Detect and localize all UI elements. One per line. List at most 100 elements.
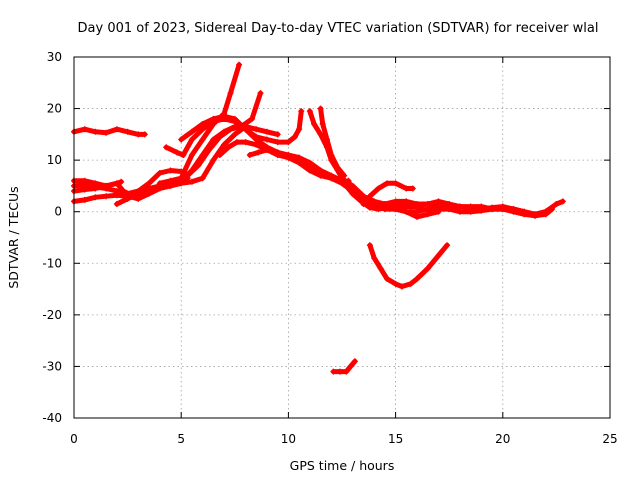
data-point (371, 198, 378, 205)
x-tick-label: 10 (281, 432, 296, 446)
data-point (146, 190, 153, 197)
data-point (188, 128, 195, 135)
y-tick-label: 30 (47, 50, 62, 64)
data-point (384, 275, 391, 282)
data-point (163, 144, 170, 151)
y-tick-label: -20 (42, 308, 62, 322)
data-point (210, 157, 217, 164)
data-point (118, 178, 125, 185)
data-point (384, 180, 391, 187)
data-point (334, 164, 341, 171)
data-point (103, 193, 110, 200)
data-point (549, 206, 556, 213)
data-point (371, 255, 378, 262)
data-point (178, 136, 185, 143)
data-point (403, 208, 410, 215)
data-point (444, 242, 451, 249)
data-point (113, 192, 120, 199)
data-point (253, 141, 260, 148)
data-point (188, 136, 195, 143)
data-point (231, 115, 238, 122)
data-point (296, 159, 303, 166)
data-point (221, 141, 228, 148)
y-tick-label: 10 (47, 153, 62, 167)
data-point (424, 200, 431, 207)
data-point (246, 151, 253, 158)
chart-title: Day 001 of 2023, Sidereal Day-to-day VTE… (78, 21, 599, 36)
data-point (328, 151, 335, 158)
data-point (253, 136, 260, 143)
data-point (296, 126, 303, 133)
data-point (330, 368, 337, 375)
data-point (456, 208, 463, 215)
data-point (173, 149, 180, 156)
data-point (81, 186, 88, 193)
data-point (236, 61, 243, 68)
data-point (366, 193, 373, 200)
data-point (216, 151, 223, 158)
y-tick-label: -40 (42, 411, 62, 425)
data-point (135, 195, 142, 202)
data-point (257, 90, 264, 97)
data-point (386, 203, 393, 210)
data-point (263, 136, 270, 143)
data-point (351, 358, 358, 365)
data-point (366, 204, 373, 211)
series-line (185, 90, 263, 179)
data-point (435, 208, 442, 215)
series-s08 (184, 90, 264, 179)
data-point (306, 162, 313, 169)
y-tick-label: -10 (42, 256, 62, 270)
data-point (403, 185, 410, 192)
data-point (375, 206, 382, 213)
data-point (285, 139, 292, 146)
series-s17 (360, 180, 416, 207)
x-tick-label: 25 (602, 432, 617, 446)
y-tick-label: 20 (47, 102, 62, 116)
data-point (343, 368, 350, 375)
data-point (263, 146, 270, 153)
x-tick-label: 5 (177, 432, 185, 446)
data-point (317, 105, 324, 112)
data-point (409, 185, 416, 192)
y-axis-label: SDTVAR / TECUs (6, 186, 21, 288)
data-point (146, 180, 153, 187)
data-point (178, 175, 185, 182)
data-point (227, 90, 234, 97)
data-point (366, 242, 373, 249)
data-point (306, 108, 313, 115)
data-point (231, 131, 238, 138)
data-point (467, 208, 474, 215)
series-line (114, 124, 238, 207)
data-point (345, 177, 352, 184)
data-point (274, 139, 281, 146)
data-point (499, 206, 506, 213)
data-point (263, 128, 270, 135)
series-s01 (71, 126, 148, 138)
data-point (242, 139, 249, 146)
data-point (242, 126, 249, 133)
series-s14 (317, 105, 348, 179)
data-point (446, 200, 453, 207)
data-point (124, 195, 131, 202)
data-point (399, 283, 406, 290)
data-point (195, 162, 202, 169)
data-point (216, 133, 223, 140)
data-point (414, 213, 421, 220)
data-point (531, 211, 538, 218)
data-point (396, 202, 403, 209)
data-point (81, 126, 88, 133)
data-point (135, 131, 142, 138)
data-point (233, 139, 240, 146)
data-point (559, 198, 566, 205)
data-point (317, 131, 324, 138)
data-point (467, 203, 474, 210)
data-point (113, 180, 120, 187)
x-axis-label: GPS time / hours (290, 458, 395, 473)
grid-lines (74, 57, 610, 418)
data-point (199, 175, 206, 182)
y-tick-labels: -40 -30 -20 -10 0 10 20 30 (42, 50, 62, 425)
data-point (392, 180, 399, 187)
data-point (227, 126, 234, 133)
